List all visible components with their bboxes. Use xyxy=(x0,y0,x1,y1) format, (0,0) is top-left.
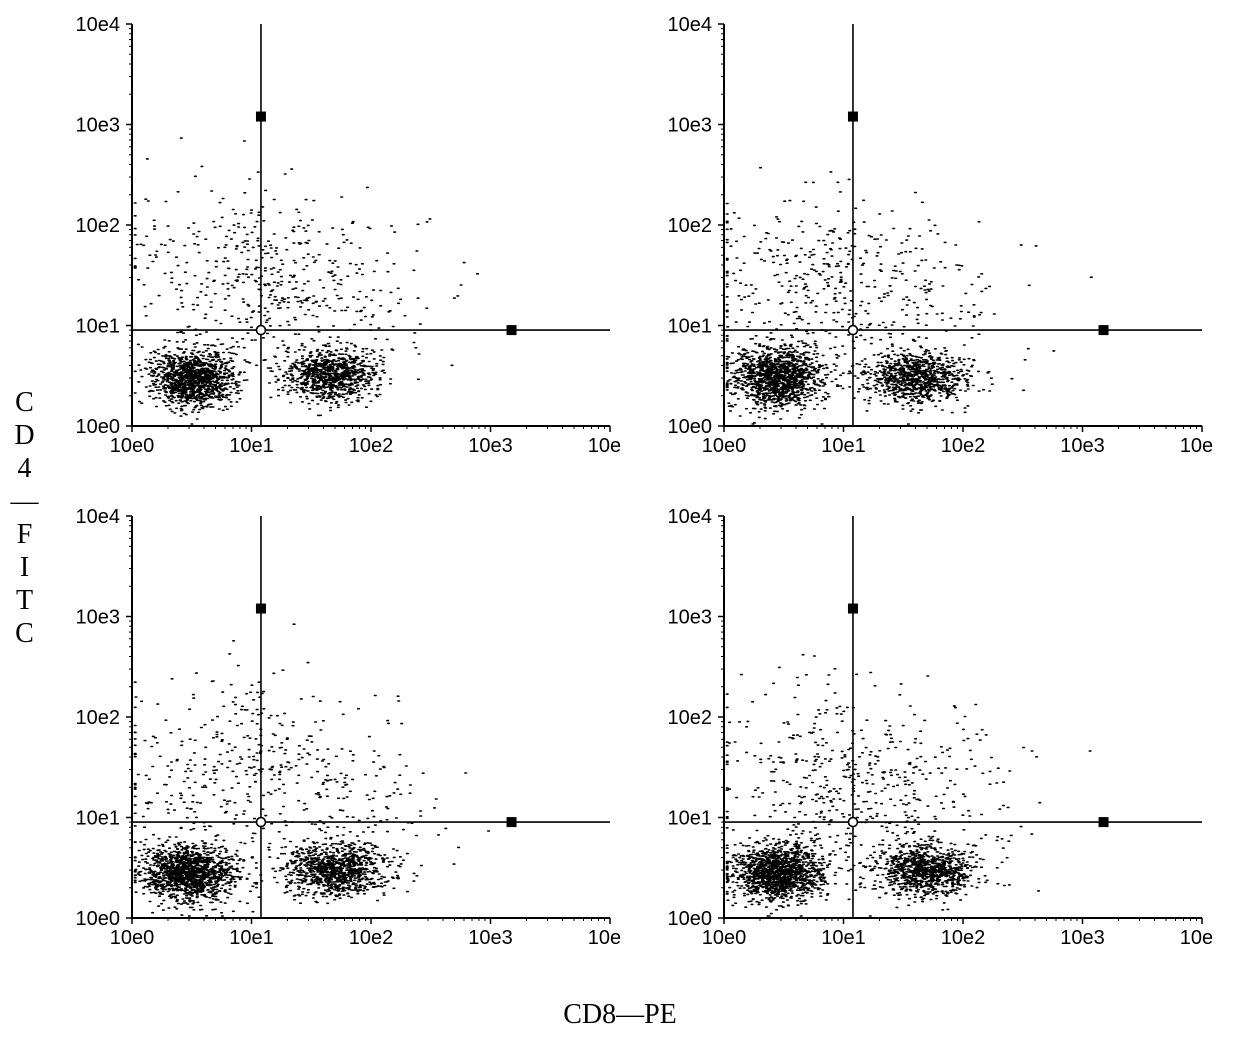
svg-text:10e0: 10e0 xyxy=(110,927,155,949)
svg-text:10e1: 10e1 xyxy=(229,435,274,457)
svg-text:10e2: 10e2 xyxy=(668,707,713,729)
svg-text:10e0: 10e0 xyxy=(76,416,121,438)
gate-vertical-handle[interactable] xyxy=(848,112,858,122)
gate-horizontal-handle[interactable] xyxy=(507,817,517,827)
svg-text:10e4: 10e4 xyxy=(668,506,713,528)
scatter-panel: 10e010e0 10e1 10e1 10e2 10e2 10e3 10e3 10e4 10e4 xyxy=(60,502,628,970)
svg-text:10e0: 10e0 xyxy=(110,435,155,457)
svg-text:10e2: 10e2 xyxy=(76,707,121,729)
svg-text:10e1: 10e1 xyxy=(76,316,121,338)
scatter-svg: 10e010e0 10e1 10e1 10e2 10e2 10e3 10e3 10e4 10e4 xyxy=(60,502,620,958)
svg-text:10e0: 10e0 xyxy=(668,908,713,930)
svg-text:10e3: 10e3 xyxy=(468,927,513,949)
scatter-points xyxy=(726,655,1091,916)
svg-text:10e0: 10e0 xyxy=(702,927,747,949)
svg-text:10e2: 10e2 xyxy=(349,435,394,457)
svg-text:10e0: 10e0 xyxy=(668,416,713,438)
svg-text:10e2: 10e2 xyxy=(76,215,121,237)
svg-text:10e1: 10e1 xyxy=(821,927,866,949)
svg-text:10e0: 10e0 xyxy=(76,908,121,930)
scatter-panel: 10e010e0 10e1 10e1 10e2 10e2 10e3 10e3 10e4 10e4 xyxy=(652,10,1220,478)
svg-text:10e4: 10e4 xyxy=(76,506,121,528)
svg-text:10e2: 10e2 xyxy=(349,927,394,949)
scatter-points xyxy=(134,138,478,424)
svg-text:10e4: 10e4 xyxy=(1180,435,1212,457)
svg-text:10e3: 10e3 xyxy=(668,607,713,629)
svg-text:10e1: 10e1 xyxy=(229,927,274,949)
gate-vertical-handle[interactable] xyxy=(256,112,266,122)
figure-root: CD4—FITC CD8—PE 10e010e010e110e110e210e2… xyxy=(0,0,1240,1037)
scatter-points xyxy=(726,168,1092,424)
svg-text:10e2: 10e2 xyxy=(668,215,713,237)
gate-horizontal-handle[interactable] xyxy=(1099,325,1109,335)
svg-text:10e1: 10e1 xyxy=(821,435,866,457)
gate-center-handle[interactable] xyxy=(848,818,857,827)
gate-center-handle[interactable] xyxy=(848,326,857,335)
scatter-svg: 10e010e0 10e1 10e1 10e2 10e2 10e3 10e3 10e4 10e4 xyxy=(652,10,1212,466)
svg-text:10e3: 10e3 xyxy=(1060,927,1105,949)
svg-text:10e4: 10e4 xyxy=(76,14,121,36)
gate-horizontal-handle[interactable] xyxy=(507,325,517,335)
svg-text:10e3: 10e3 xyxy=(76,607,121,629)
svg-text:10e4: 10e4 xyxy=(588,927,620,949)
gate-center-handle[interactable] xyxy=(256,326,265,335)
svg-text:10e2: 10e2 xyxy=(941,435,986,457)
scatter-points xyxy=(134,624,489,916)
x-axis-label: CD8—PE xyxy=(563,999,677,1031)
svg-text:10e1: 10e1 xyxy=(668,808,713,830)
svg-text:10e4: 10e4 xyxy=(1180,927,1212,949)
svg-text:10e1: 10e1 xyxy=(76,808,121,830)
gate-center-handle[interactable] xyxy=(256,818,265,827)
svg-text:10e4: 10e4 xyxy=(668,14,713,36)
gate-horizontal-handle[interactable] xyxy=(1099,817,1109,827)
scatter-svg: 10e010e0 10e1 10e1 10e2 10e2 10e3 10e3 10e4 10e4 xyxy=(652,502,1212,958)
svg-text:10e4: 10e4 xyxy=(588,435,620,457)
gate-vertical-handle[interactable] xyxy=(256,604,266,614)
scatter-panel: 10e010e0 10e1 10e1 10e2 10e2 10e3 10e3 10e4 10e4 xyxy=(652,502,1220,970)
scatter-panel: 10e010e0 10e1 10e1 10e2 10e2 10e3 10e3 10e4 10e4 xyxy=(60,10,628,478)
svg-text:10e2: 10e2 xyxy=(941,927,986,949)
svg-text:10e3: 10e3 xyxy=(1060,435,1105,457)
svg-text:10e1: 10e1 xyxy=(668,316,713,338)
y-axis-label: CD4—FITC xyxy=(8,387,40,651)
svg-text:10e3: 10e3 xyxy=(76,115,121,137)
panel-grid: 10e010e010e110e110e210e210e310e310e410e4… xyxy=(60,10,1220,970)
svg-text:10e3: 10e3 xyxy=(468,435,513,457)
gate-vertical-handle[interactable] xyxy=(848,604,858,614)
svg-text:10e0: 10e0 xyxy=(702,435,747,457)
svg-text:10e3: 10e3 xyxy=(668,115,713,137)
scatter-svg: 10e010e0 10e1 10e1 10e2 10e2 10e3 10e3 10e4 10e4 xyxy=(60,10,620,466)
